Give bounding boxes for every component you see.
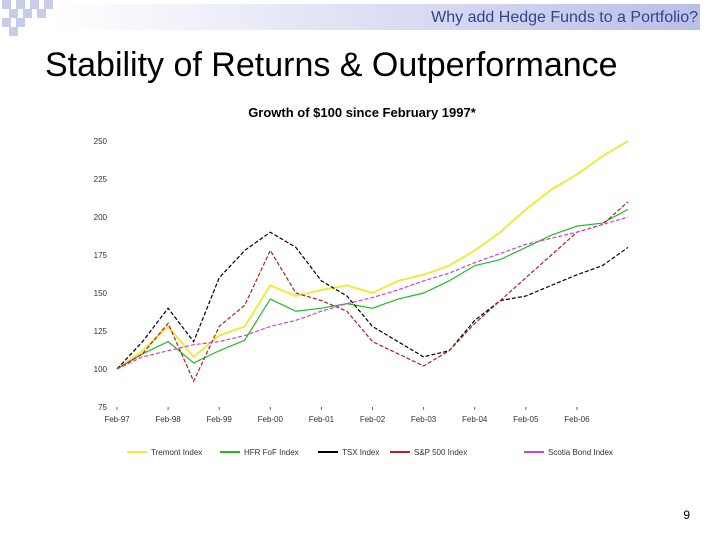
- y-tick-label: 125: [94, 327, 108, 336]
- chart-title: Growth of $100 since February 1997*: [248, 105, 477, 120]
- y-tick-label: 250: [94, 137, 108, 146]
- x-tick-label: Feb-98: [155, 415, 181, 424]
- legend-label: HFR FoF Index: [244, 448, 299, 457]
- slide-title: Stability of Returns & Outperformance: [45, 46, 618, 84]
- chart-container: Growth of $100 since February 1997* 75 10…: [72, 97, 646, 487]
- header-bar: [55, 4, 700, 30]
- slide-subtitle: Why add Hedge Funds to a Portfolio?: [431, 9, 698, 26]
- series-line: [116, 216, 629, 370]
- x-tick-label: Feb-04: [462, 415, 488, 424]
- series-line: [116, 140, 629, 370]
- y-tick-label: 75: [98, 403, 107, 412]
- x-tick-label: Feb-05: [513, 415, 539, 424]
- y-tick-label: 175: [94, 251, 108, 260]
- chart-legend: Tremont Index HFR FoF Index TSX Index S&P 5…: [127, 448, 613, 457]
- line-chart: Growth of $100 since February 1997* 75 10…: [94, 105, 629, 457]
- x-tick-label: Feb-99: [207, 415, 233, 424]
- page-number: 9: [683, 508, 690, 522]
- x-tick-label: Feb-97: [104, 415, 130, 424]
- x-tick-label: Feb-06: [564, 415, 590, 424]
- corner-decoration: [0, 0, 60, 40]
- series-line: [116, 201, 629, 383]
- y-tick-label: 150: [94, 289, 108, 298]
- legend-label: Tremont Index: [151, 448, 202, 457]
- x-tick-label: Feb-00: [258, 415, 284, 424]
- x-tick-label: Feb-02: [360, 415, 386, 424]
- legend-label: Scotia Bond Index: [548, 448, 613, 457]
- chart-series: [116, 140, 629, 383]
- x-tick-label: Feb-01: [309, 415, 335, 424]
- chart-axes: 75 100 125 150 175 200 225 250 Feb-97 Feb-98 Feb-9…: [94, 137, 590, 424]
- series-line: [116, 231, 629, 370]
- legend-label: S&P 500 Index: [414, 448, 467, 457]
- x-tick-label: Feb-03: [411, 415, 437, 424]
- y-tick-label: 225: [94, 175, 108, 184]
- y-tick-label: 100: [94, 365, 108, 374]
- series-line: [116, 208, 629, 370]
- y-tick-label: 200: [94, 213, 108, 222]
- legend-label: TSX Index: [342, 448, 379, 457]
